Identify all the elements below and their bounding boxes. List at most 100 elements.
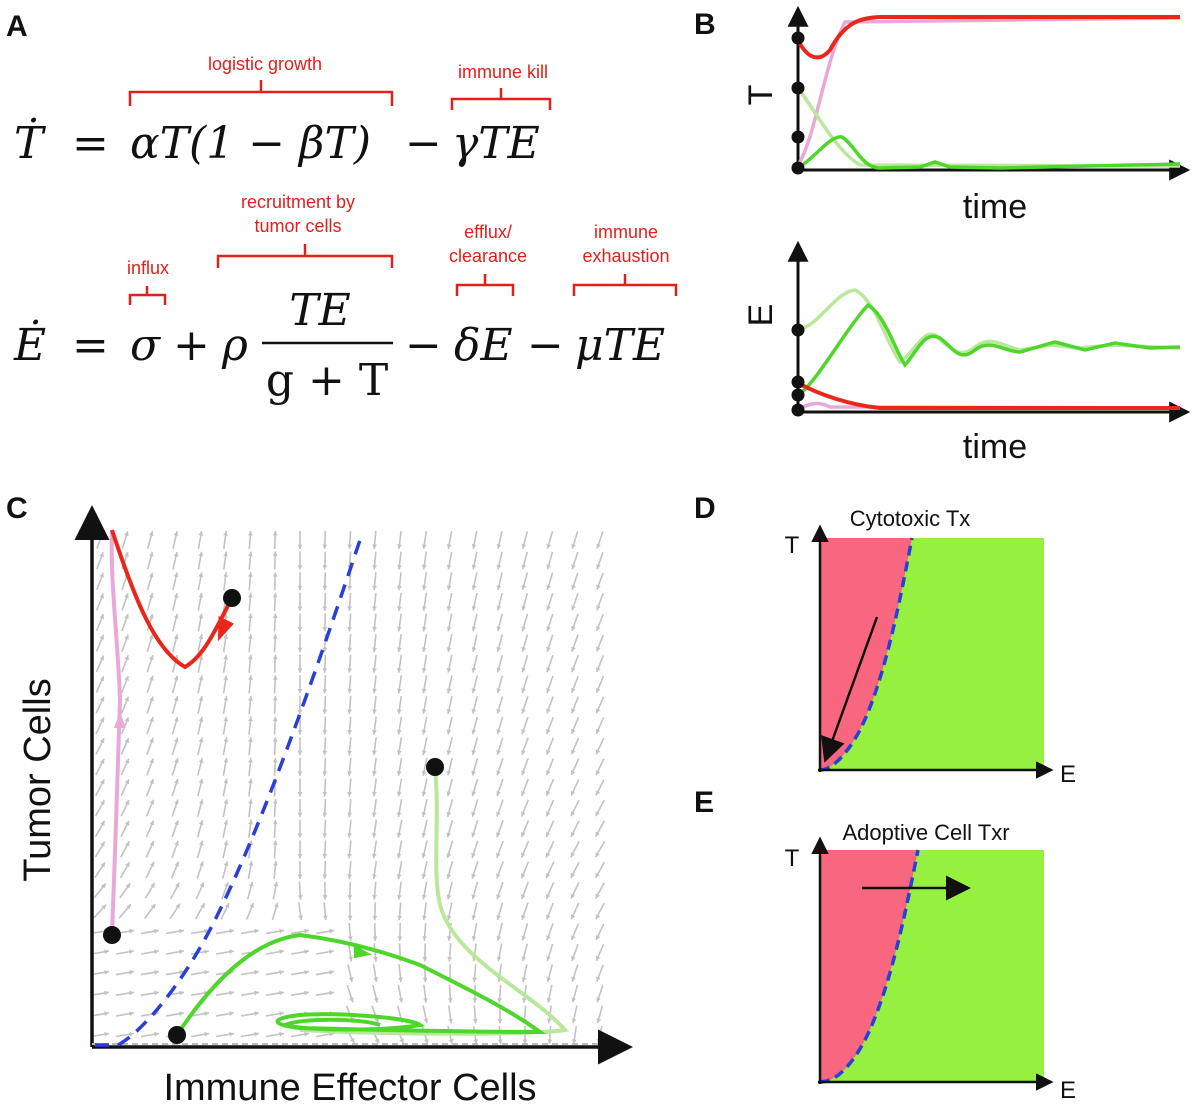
vector-field-arrowhead [546,749,551,755]
vector-field-arrowhead [372,709,377,714]
vector-field-arrowhead [397,606,402,611]
vector-field-arrowhead [149,675,154,681]
vector-field-arrowhead [248,572,253,577]
vector-field-arrowhead [570,852,575,858]
vector-field-arrowhead [125,883,131,889]
vector-field-arrowhead [471,667,477,673]
vector-field-arrowhead [347,750,352,756]
vector-field-arrowhead [496,811,501,817]
vector-field-arrowhead [446,709,452,714]
vector-field-arrowhead [571,935,576,941]
vector-field-arrowhead [571,956,576,961]
vector-field-arrowhead [148,552,154,557]
vector-field-arrowhead [229,1011,234,1016]
vector-field-arrowhead [546,914,551,920]
vector-field-arrowhead [124,758,130,764]
vector-field-arrowhead [595,811,600,817]
vector-field-arrowhead [373,956,378,962]
c-initial-point [103,926,121,944]
vector-field-arrowhead [273,861,278,866]
vector-field-arrowhead [229,1031,234,1037]
vector-field-arrowhead [124,531,129,537]
vector-field-arrowhead [421,647,427,652]
vector-field-arrowhead [496,544,502,549]
bracket-exhaustion [572,274,678,296]
vector-field-arrowhead [347,853,352,859]
vector-field-arrowhead [347,626,353,632]
vector-field-arrowhead [521,914,526,920]
bracket-recruitment [216,244,394,268]
vector-field-arrowhead [322,771,328,776]
vector-field-arrowhead [272,696,278,701]
vector-field-arrowhead [198,654,204,660]
vector-field-arrowhead [374,1038,380,1044]
eq-e-delta-term: δE [454,320,513,371]
vector-field-arrowhead [596,584,601,590]
vector-field-arrowhead [279,949,284,955]
vector-field-arrowhead [124,820,130,826]
vector-field-arrowhead [596,955,601,961]
vector-field-arrowhead [545,852,551,858]
vector-field-arrowhead [446,812,452,817]
vector-field-arrowhead [571,667,576,673]
vector-field-arrowhead [173,696,179,702]
vector-field-arrowhead [373,977,379,982]
vector-field-arrowhead [546,811,551,817]
bracket-efflux [455,274,515,296]
vector-field-arrowhead [546,790,551,796]
vector-field-arrowhead [224,903,230,909]
vector-field-arrowhead [521,770,526,776]
vector-field-arrowhead [174,799,179,805]
vector-field-arrowhead [447,936,452,941]
vector-field-arrowhead [496,605,502,611]
vector-field-arrowhead [179,990,184,996]
vector-field-arrowhead [571,543,576,549]
vector-field-arrowhead [421,770,427,776]
vector-field-arrowhead [124,800,130,805]
vector-field-arrowhead [571,564,576,570]
b-bottom-initial-point [791,403,805,417]
b-top-x-label: time [963,188,1027,226]
vector-field-arrowhead [124,717,129,723]
vector-field-arrowhead [248,592,253,598]
annotation-immune-kill: immune kill [458,62,548,82]
vector-field-arrowhead [297,812,303,818]
vector-field-arrowhead [471,853,476,858]
vector-field-arrowhead [124,696,129,702]
vector-field-arrowhead [521,646,526,652]
vector-field-arrowhead [322,627,328,632]
vector-field-arrowhead [422,936,427,941]
vector-field-arrowhead [446,585,452,591]
vector-field-arrowhead [104,970,109,975]
vector-field-arrowhead [99,696,105,702]
eq-e-plus: + [173,320,210,371]
vector-field-arrowhead [322,730,328,735]
vector-field-arrowhead [149,841,155,847]
vector-field-arrowhead [149,572,154,578]
vector-field-arrowhead [595,914,601,920]
vector-field-arrowhead [595,831,600,837]
vector-field-arrowhead [471,915,477,920]
eq-e-lhs: Ė [13,318,46,371]
c-red-trajectory [110,529,234,670]
vector-field-arrowhead [348,936,353,941]
vector-field-arrowhead [471,832,476,838]
vector-field-arrowhead [347,647,353,653]
vector-field-arrowhead [347,688,352,694]
vector-field-arrowhead [521,585,527,590]
vector-field-arrowhead [423,1018,429,1024]
vector-field-arrowhead [198,799,204,805]
vector-field-arrowhead [297,606,303,611]
vector-field-arrowhead [248,531,253,536]
vector-field-arrowhead [471,708,477,714]
vector-field-arrowhead [471,585,477,591]
vector-field-arrowhead [101,883,106,889]
annotation-recruitment-line1: recruitment by [241,192,355,212]
vector-field-arrowhead [397,915,402,921]
d-x-label: E [1060,761,1076,788]
vector-field-arrowhead [372,688,377,694]
vector-field-arrowhead [198,696,204,701]
vector-field-arrowhead [124,676,129,681]
vector-field-arrowhead [596,1018,602,1023]
vector-field-arrowhead [521,956,527,962]
